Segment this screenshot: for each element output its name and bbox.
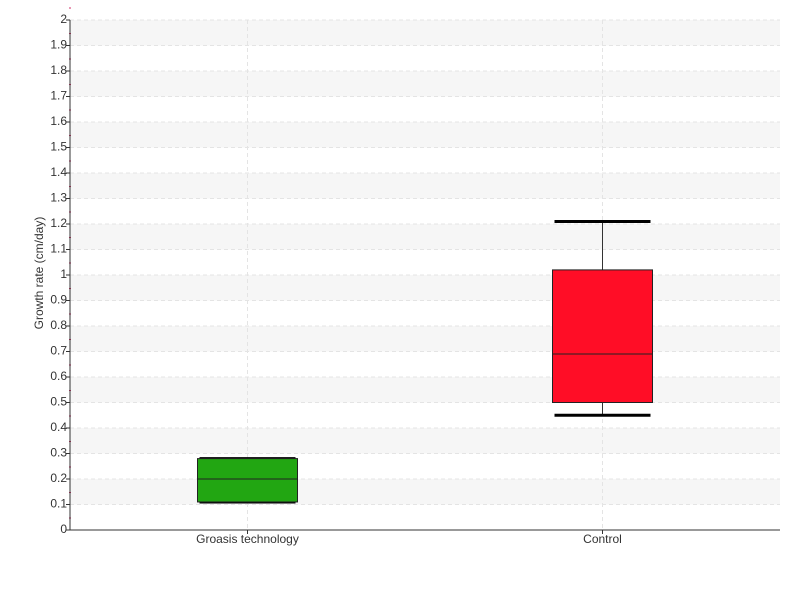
x-tick-label: Control <box>583 532 622 546</box>
y-tick-label: 1.6 <box>50 114 67 128</box>
grid-band <box>70 275 780 301</box>
grid-band <box>70 326 780 352</box>
grid-band <box>70 428 780 454</box>
y-tick-label: 1.1 <box>50 242 67 256</box>
grid-band <box>70 71 780 97</box>
y-tick-label: 0.9 <box>50 293 67 307</box>
y-tick-label: 1.9 <box>50 38 67 52</box>
y-tick-label: 1.5 <box>50 140 67 154</box>
y-tick-label: 2 <box>60 12 67 26</box>
grid-band <box>70 122 780 148</box>
y-tick-label: 0.1 <box>50 497 67 511</box>
y-tick-label: 0 <box>60 522 67 536</box>
grid-band <box>70 479 780 505</box>
y-tick-label: 1.3 <box>50 191 67 205</box>
grid-band <box>70 20 780 46</box>
y-tick-label: 0.6 <box>50 369 67 383</box>
y-tick-label: 0.2 <box>50 471 67 485</box>
box <box>552 269 653 403</box>
y-tick-label: 1.2 <box>50 216 67 230</box>
y-tick-label: 0.8 <box>50 318 67 332</box>
y-tick-label: 0.5 <box>50 395 67 409</box>
y-tick-label: 1 <box>60 267 67 281</box>
grid-band <box>70 173 780 199</box>
y-tick-label: 1.4 <box>50 165 67 179</box>
y-tick-label: 0.7 <box>50 344 67 358</box>
box <box>197 458 298 503</box>
y-tick-label: 1.7 <box>50 89 67 103</box>
y-tick-label: 0.4 <box>50 420 67 434</box>
x-tick-label: Groasis technology <box>196 532 299 546</box>
y-tick-label: 0.3 <box>50 446 67 460</box>
y-tick-label: 1.8 <box>50 63 67 77</box>
y-axis-label: Growth rate (cm/day) <box>32 217 46 330</box>
grid-band <box>70 224 780 250</box>
grid-band <box>70 377 780 403</box>
